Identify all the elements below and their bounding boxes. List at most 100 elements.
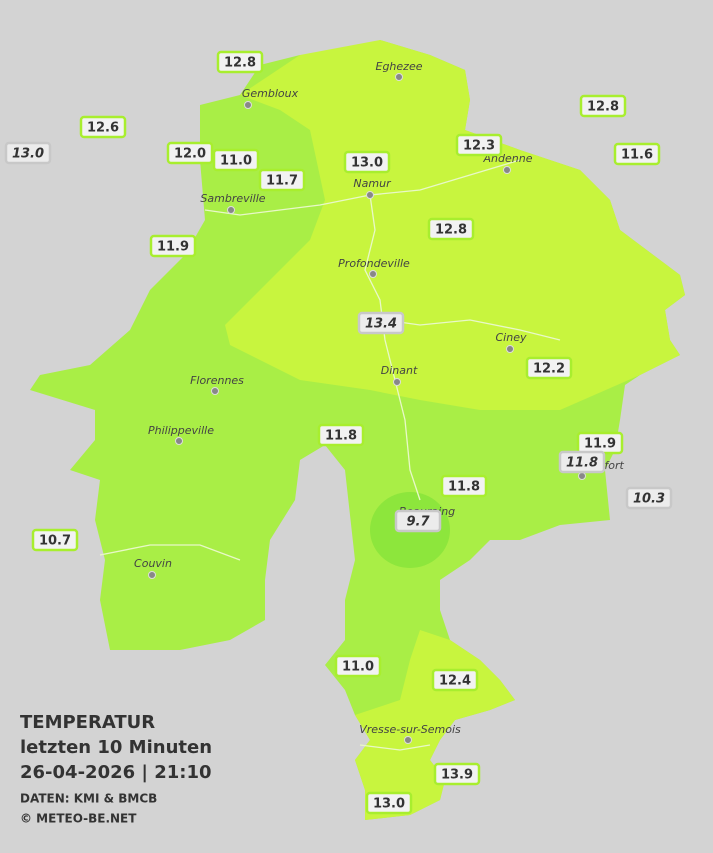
station: 13.0 (4, 141, 52, 165)
station-value: 12.3 (463, 139, 495, 154)
city-dot (506, 345, 514, 353)
station: 12.3 (455, 133, 503, 157)
station-box (317, 423, 365, 447)
station-box (216, 50, 264, 74)
station-value: 11.8 (566, 456, 598, 471)
station: 11.0 (212, 148, 260, 172)
station-box (365, 791, 413, 815)
station: 12.6 (79, 115, 127, 139)
station-value: 12.8 (435, 223, 467, 238)
header-subtitle: letzten 10 Minuten (20, 737, 212, 758)
station-value: 12.4 (439, 674, 471, 689)
station: 12.8 (427, 217, 475, 241)
station-value: 11.9 (157, 240, 189, 255)
city-label: Eghezee (376, 60, 423, 73)
station-box (149, 234, 197, 258)
city-label: Gembloux (242, 87, 299, 100)
city-label: Couvin (134, 557, 172, 570)
station: 11.8 (558, 450, 606, 474)
city-dot (244, 101, 252, 109)
station-value: 11.6 (621, 148, 653, 163)
station-value: 9.7 (406, 515, 430, 530)
city-dot (369, 270, 377, 278)
station: 11.8 (317, 423, 365, 447)
station-value: 11.8 (325, 429, 357, 444)
station-box (212, 148, 260, 172)
station-box (394, 509, 442, 533)
station-box (343, 150, 391, 174)
city-label: Florennes (190, 374, 244, 387)
city-dot (211, 387, 219, 395)
city-dot (578, 472, 586, 480)
header-copyright: © METEO-BE.NET (20, 812, 137, 826)
station: 11.7 (258, 168, 306, 192)
station-value: 12.0 (174, 147, 206, 162)
station-box (440, 474, 488, 498)
city-dot (503, 166, 511, 174)
station-value: 11.0 (220, 154, 252, 169)
city-dot (366, 191, 374, 199)
station: 9.7 (394, 509, 442, 533)
station: 12.8 (579, 94, 627, 118)
station-box (579, 94, 627, 118)
station-box (166, 141, 214, 165)
station-box (427, 217, 475, 241)
city-dot (148, 571, 156, 579)
header-source: DATEN: KMI & BMCB (20, 792, 157, 806)
header-title: TEMPERATUR (20, 712, 155, 733)
station: 11.8 (440, 474, 488, 498)
station: 11.9 (149, 234, 197, 258)
city-label: Dinant (381, 364, 418, 377)
station-box (79, 115, 127, 139)
city-label: Philippeville (148, 424, 214, 437)
station: 11.6 (613, 142, 661, 166)
rivers (99, 159, 561, 751)
station-box (613, 142, 661, 166)
station-box (357, 311, 405, 335)
station-value: 11.8 (448, 480, 480, 495)
station: 11.9 (576, 431, 624, 455)
station-box (31, 528, 79, 552)
station-value: 12.8 (587, 100, 619, 115)
station-box (431, 668, 479, 692)
station-value: 10.7 (39, 534, 71, 549)
station-value: 13.0 (373, 797, 405, 812)
city-dot (404, 736, 412, 744)
city-label: Namur (353, 177, 392, 190)
station: 13.0 (343, 150, 391, 174)
station-box (558, 450, 606, 474)
station: 12.0 (166, 141, 214, 165)
station-value: 10.3 (633, 492, 665, 507)
station-box (4, 141, 52, 165)
station: 12.4 (431, 668, 479, 692)
station-value: 11.9 (584, 437, 616, 452)
station-value: 13.0 (12, 147, 44, 162)
station-value: 13.0 (351, 156, 383, 171)
station: 11.0 (334, 654, 382, 678)
station-box (455, 133, 503, 157)
station-value: 11.0 (342, 660, 374, 675)
city-dot (393, 378, 401, 386)
station: 13.9 (433, 762, 481, 786)
header-datetime: 26-04-2026 | 21:10 (20, 762, 212, 783)
station-value: 12.2 (533, 362, 565, 377)
station: 10.7 (31, 528, 79, 552)
station-value: 12.6 (87, 121, 119, 136)
station-box (334, 654, 382, 678)
station: 12.2 (525, 356, 573, 380)
city-label: Profondeville (338, 257, 410, 270)
city-dot (395, 73, 403, 81)
station-value: 13.4 (365, 317, 397, 332)
station-box (625, 486, 673, 510)
station-box (258, 168, 306, 192)
station-box (433, 762, 481, 786)
station-value: 13.9 (441, 768, 473, 783)
station-box (525, 356, 573, 380)
city-label: Sambreville (200, 192, 265, 205)
station: 12.8 (216, 50, 264, 74)
city-label: Ciney (496, 331, 527, 344)
station-value: 11.7 (266, 174, 298, 189)
station: 13.0 (365, 791, 413, 815)
station: 13.4 (357, 311, 405, 335)
